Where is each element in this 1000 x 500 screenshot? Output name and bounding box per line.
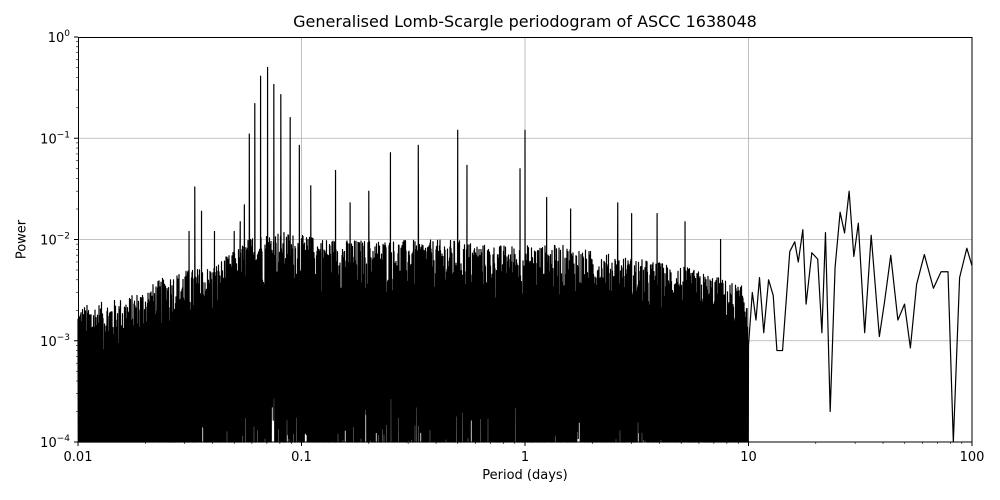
y-tick-label: 100 (48, 29, 71, 46)
x-tick-label: 1 (521, 450, 529, 465)
x-tick-label: 0.1 (291, 450, 312, 465)
y-tick-label: 10−1 (40, 130, 70, 147)
periodogram-line (77, 66, 973, 443)
chart-title: Generalised Lomb-Scargle periodogram of … (293, 12, 757, 31)
y-axis-ticks: 100 10−1 10−2 10−3 10−4 (40, 29, 78, 451)
x-tick-label: 10 (740, 450, 757, 465)
y-tick-label: 10−3 (40, 333, 70, 350)
y-tick-label: 10−2 (40, 232, 70, 249)
x-tick-label: 0.01 (64, 450, 93, 465)
x-tick-label: 100 (960, 450, 985, 465)
x-axis-label: Period (days) (482, 468, 568, 483)
y-tick-label: 10−4 (40, 434, 70, 451)
y-axis-label: Power (14, 219, 30, 260)
x-axis-ticks: 0.01 0.1 1 10 100 (64, 442, 985, 465)
